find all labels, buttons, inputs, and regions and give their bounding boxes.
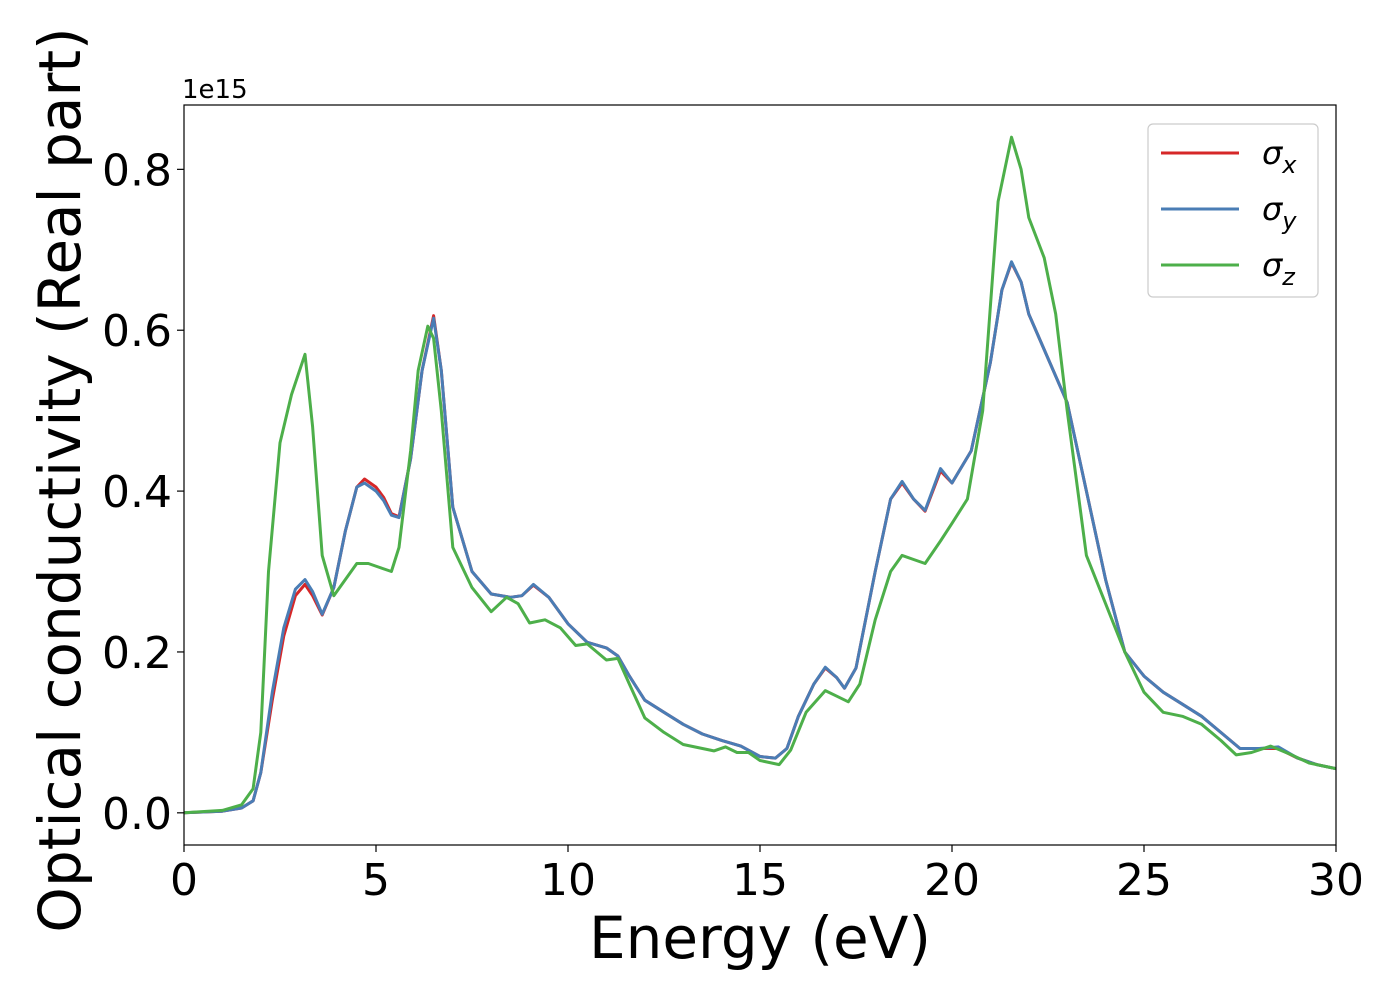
x-tick-label: 15 (732, 855, 788, 906)
x-tick-label: 20 (924, 855, 980, 906)
series-line-z (184, 135, 1336, 815)
y-tick-label: 0.2 (102, 628, 172, 679)
x-tick-label: 30 (1308, 855, 1364, 906)
axes-layer: 0 5 10 15 20 25 30 0.0 0.2 0.4 0.6 0.8 (102, 104, 1364, 906)
x-tick-label: 0 (170, 855, 198, 906)
x-tick-label: 10 (540, 855, 596, 906)
series-line-y (184, 260, 1336, 815)
legend: σx σy σz (1147, 123, 1319, 298)
y-axis-title: Optical conductivity (Real part) (26, 27, 94, 932)
legend-label-x: σx (1262, 134, 1297, 179)
y-tick-label: 0.0 (102, 789, 172, 840)
y-tick-label: 0.4 (102, 467, 172, 518)
plot-layer (184, 135, 1336, 815)
x-tick-label: 25 (1116, 855, 1172, 906)
x-tick-label: 5 (362, 855, 390, 906)
y-offset-text: 1e15 (182, 75, 248, 105)
x-axis-title: Energy (eV) (589, 904, 931, 972)
legend-label-z: σz (1262, 246, 1296, 291)
y-tick-label: 0.8 (102, 145, 172, 196)
legend-label-y: σy (1262, 190, 1297, 235)
y-tick-label: 0.6 (102, 306, 172, 357)
